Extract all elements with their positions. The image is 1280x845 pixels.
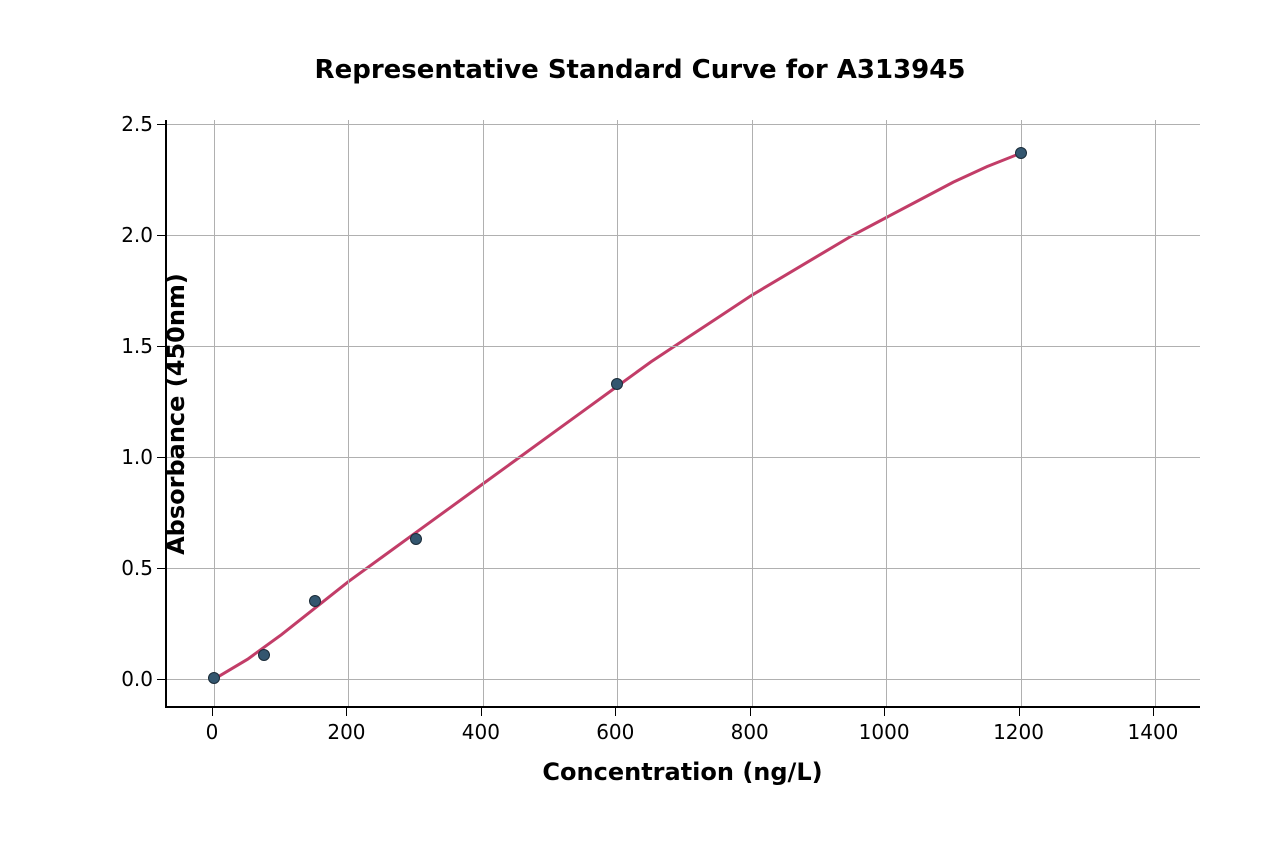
grid-line-vertical [1155, 120, 1156, 706]
data-point [208, 672, 220, 684]
grid-line-vertical [214, 120, 215, 706]
x-tick-label: 800 [731, 720, 769, 744]
x-tick [481, 708, 482, 716]
y-tick [157, 679, 165, 680]
y-tick [157, 235, 165, 236]
x-tick-label: 1400 [1128, 720, 1179, 744]
x-tick [1153, 708, 1154, 716]
data-point [410, 533, 422, 545]
y-axis-label: Absorbance (450nm) [162, 273, 190, 555]
x-tick [212, 708, 213, 716]
data-point [1015, 147, 1027, 159]
x-tick [884, 708, 885, 716]
x-tick-label: 0 [206, 720, 219, 744]
grid-line-vertical [752, 120, 753, 706]
y-tick [157, 457, 165, 458]
data-point [611, 378, 623, 390]
x-tick-label: 1000 [859, 720, 910, 744]
x-tick [346, 708, 347, 716]
x-tick-label: 400 [462, 720, 500, 744]
grid-line-vertical [1021, 120, 1022, 706]
grid-line-vertical [348, 120, 349, 706]
x-tick-label: 600 [596, 720, 634, 744]
y-tick [157, 346, 165, 347]
x-tick-label: 200 [327, 720, 365, 744]
y-tick [157, 124, 165, 125]
x-tick-label: 1200 [993, 720, 1044, 744]
curve-svg [167, 120, 1200, 706]
plot-area [165, 120, 1200, 708]
chart-title: Representative Standard Curve for A31394… [0, 55, 1280, 85]
grid-line-horizontal [167, 346, 1200, 347]
data-point [309, 595, 321, 607]
chart-container: Representative Standard Curve for A31394… [0, 0, 1280, 845]
y-tick-label: 2.5 [115, 112, 153, 136]
grid-line-horizontal [167, 457, 1200, 458]
grid-line-horizontal [167, 568, 1200, 569]
grid-line-horizontal [167, 679, 1200, 680]
y-tick-label: 0.0 [115, 667, 153, 691]
grid-line-horizontal [167, 124, 1200, 125]
y-tick-label: 2.0 [115, 223, 153, 247]
grid-line-vertical [483, 120, 484, 706]
grid-line-horizontal [167, 235, 1200, 236]
data-point [258, 649, 270, 661]
x-tick [615, 708, 616, 716]
y-tick-label: 1.0 [115, 445, 153, 469]
x-tick [750, 708, 751, 716]
y-tick-label: 0.5 [115, 556, 153, 580]
x-tick [1019, 708, 1020, 716]
grid-line-vertical [886, 120, 887, 706]
y-tick-label: 1.5 [115, 334, 153, 358]
x-axis-label: Concentration (ng/L) [542, 758, 822, 786]
y-tick [157, 568, 165, 569]
grid-line-vertical [617, 120, 618, 706]
